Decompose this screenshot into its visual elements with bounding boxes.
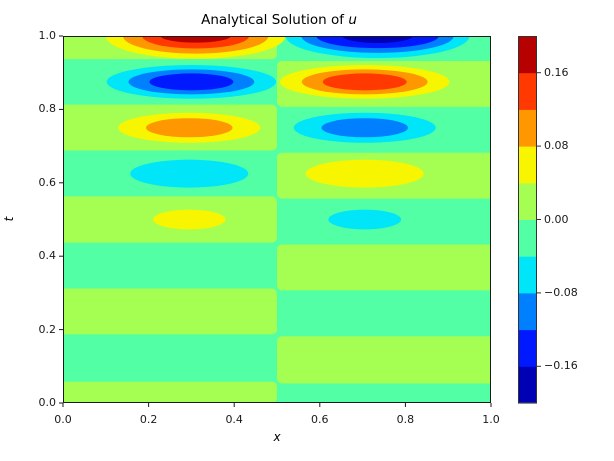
y-axis-label-box: t (0, 211, 24, 227)
contour-ellipse (328, 209, 402, 230)
x-tick-label: 0.0 (54, 413, 72, 426)
contour-ellipse (305, 159, 424, 188)
contour-ellipse (321, 118, 408, 138)
contour-ellipse (322, 73, 407, 91)
colorbar-tick-label: −0.08 (544, 285, 578, 299)
x-axis-label: x (273, 430, 281, 444)
colorbar-segment (518, 36, 537, 74)
y-tick-label: 0.6 (38, 175, 57, 189)
axes-spines (63, 36, 491, 403)
y-axis-label: t (2, 216, 16, 222)
colorbar-tick-label: 0.16 (544, 65, 569, 79)
contour-ellipse (342, 36, 413, 43)
colorbar-segment (518, 182, 537, 220)
chart-title-variable: u (348, 12, 357, 28)
colorbar-segment (518, 256, 537, 294)
colorbar-segment (518, 109, 537, 147)
contour-ellipse (152, 209, 226, 230)
y-tick-label: 0.8 (38, 102, 57, 116)
zero-stripe-left (63, 381, 277, 403)
colorbar-segment (518, 72, 537, 110)
contour-field (63, 36, 491, 403)
x-tick-label: 0.8 (396, 413, 415, 426)
colorbar-segment (518, 366, 537, 404)
contour-ellipse (160, 36, 231, 43)
zero-stripe-left (63, 288, 277, 335)
x-tick-label: 0.2 (139, 413, 158, 426)
colorbar-outline (518, 36, 537, 403)
zero-stripe-right (277, 244, 491, 291)
x-tick-label: 0.4 (225, 413, 243, 426)
y-tick-label: 0.4 (38, 249, 57, 263)
colorbar-segment (518, 292, 537, 331)
colorbar-segment (518, 329, 537, 367)
y-tick-label: 0.0 (38, 396, 57, 409)
x-tick-label: 1.0 (482, 413, 500, 426)
chart-title-text: Analytical Solution of (201, 12, 349, 28)
colorbar-tick-label: −0.16 (544, 359, 578, 373)
contour-ellipse (149, 73, 234, 91)
contour-ellipse (146, 118, 233, 138)
colorbar-tick-label: 0.08 (544, 139, 569, 153)
colorbar-segment (518, 146, 537, 184)
chart-title: Analytical Solution of u (129, 11, 429, 29)
zero-stripe-right (277, 336, 491, 384)
contour-ellipse (130, 159, 249, 188)
y-tick-label: 1.0 (38, 29, 57, 42)
x-tick-label: 0.6 (311, 413, 329, 426)
y-tick-label: 0.2 (38, 322, 57, 336)
colorbar-segment (518, 219, 537, 257)
colorbar-tick-label: 0.00 (544, 212, 569, 226)
